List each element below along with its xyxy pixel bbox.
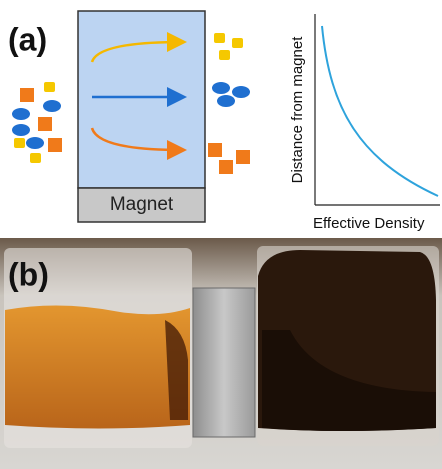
x-axis-label: Effective Density xyxy=(313,215,425,232)
separation-chamber xyxy=(78,11,205,188)
panel-label: (b) xyxy=(8,256,49,292)
panel-a: (a) Magnet xyxy=(8,11,440,232)
panel-label: (a) xyxy=(8,21,47,57)
trend-curve xyxy=(322,26,438,196)
mixed-particles xyxy=(12,82,62,163)
orange-liquid xyxy=(5,305,190,428)
y-axis-label: Distance from magnet xyxy=(289,36,306,184)
sorted-particles xyxy=(208,33,250,174)
magnet-photo xyxy=(193,288,255,437)
schematic-plot: Distance from magnet Effective Density xyxy=(289,14,440,232)
panel-b: (b) xyxy=(0,238,442,469)
figure: (a) Magnet xyxy=(0,0,442,469)
magnet-label: Magnet xyxy=(110,194,174,215)
